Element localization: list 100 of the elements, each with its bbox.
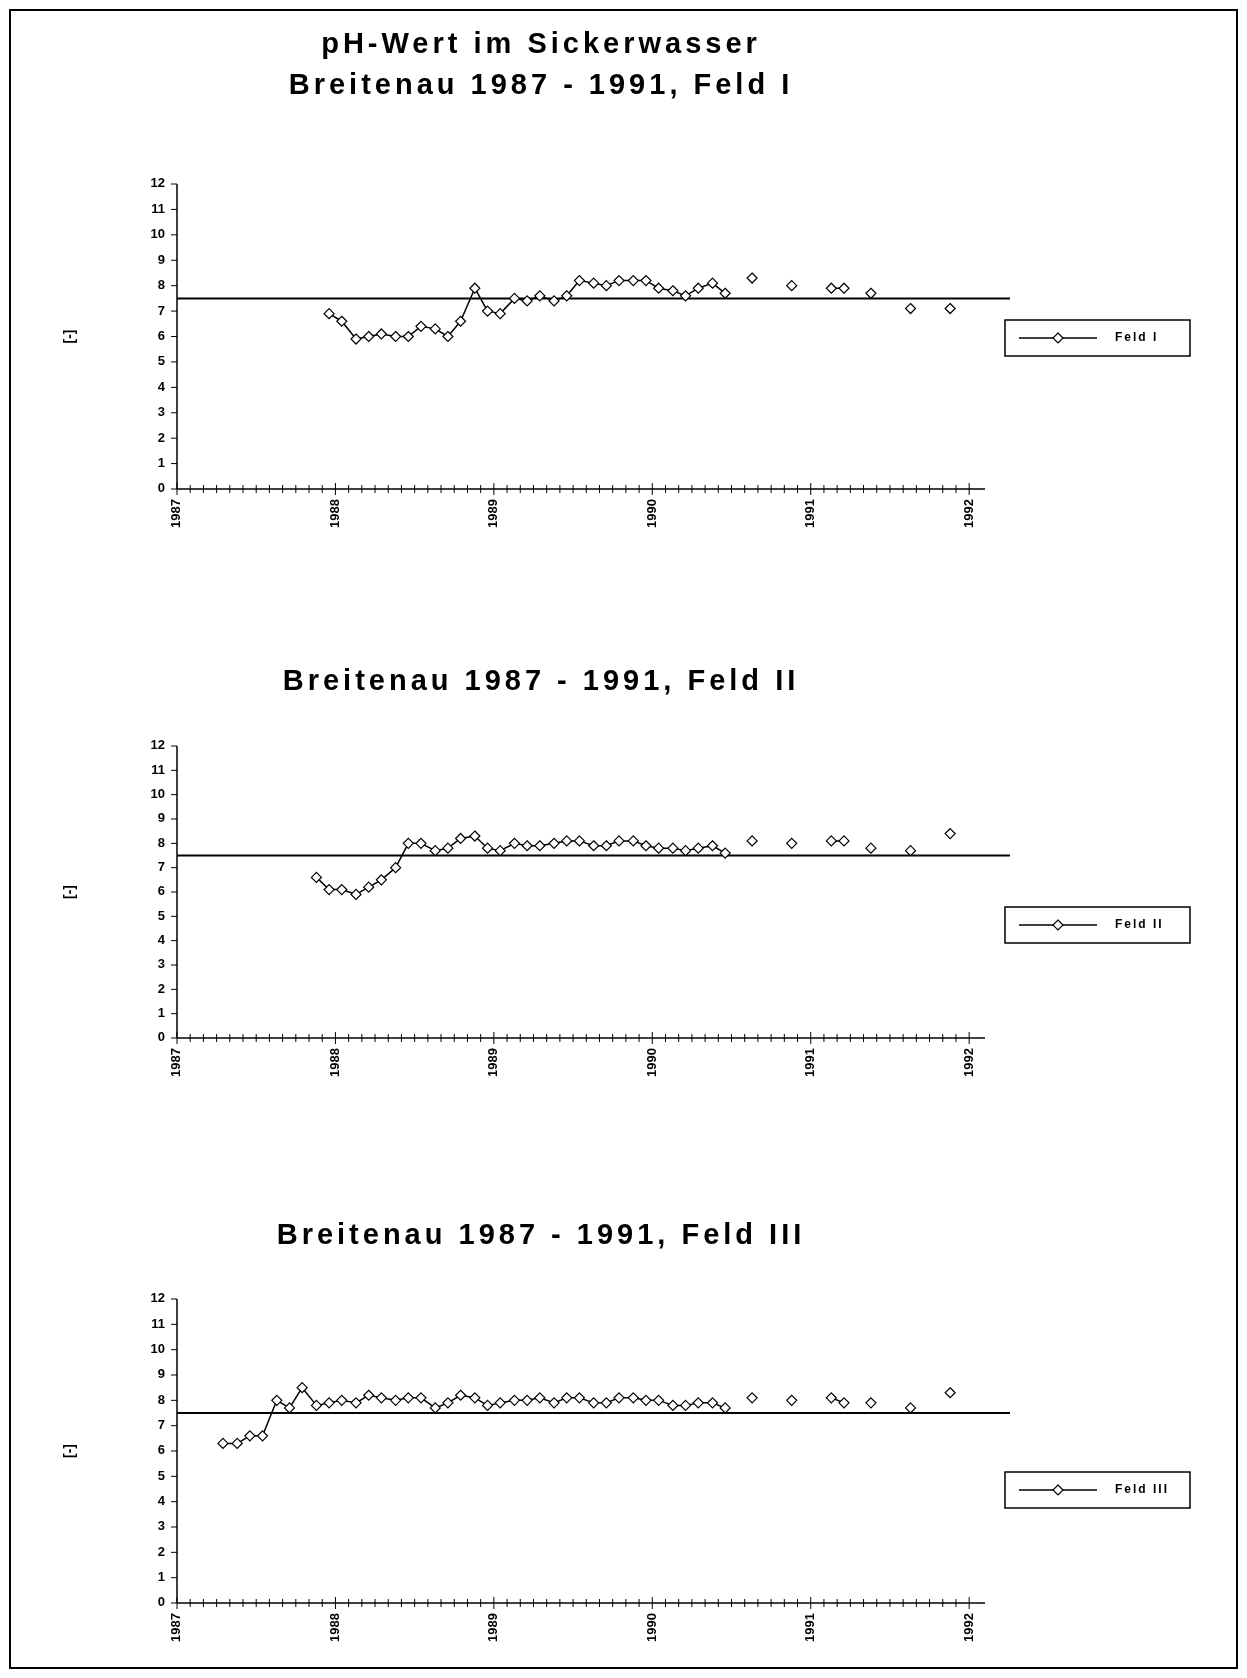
- y-axis-title: [-]: [60, 329, 77, 344]
- point: [679, 1399, 692, 1411]
- y-tick-label: 12: [150, 1290, 165, 1306]
- x-tick-label: 1987: [168, 499, 184, 528]
- y-tick-label: 0: [157, 1594, 165, 1610]
- point: [692, 1397, 704, 1409]
- point: [323, 883, 335, 896]
- x-tick-label: 1990: [643, 1048, 659, 1077]
- point: [692, 842, 704, 854]
- x-tick-label: 1989: [485, 499, 501, 528]
- point: [271, 1394, 283, 1406]
- point: [415, 1392, 427, 1404]
- point: [786, 837, 798, 849]
- point: [534, 290, 546, 302]
- point: [429, 323, 441, 335]
- point: [217, 1437, 229, 1449]
- point: [573, 274, 586, 287]
- point: [442, 1397, 454, 1409]
- y-tick-label: 2: [157, 1543, 165, 1559]
- y-tick-label: 7: [157, 1417, 165, 1433]
- y-tick-label: 4: [157, 932, 166, 948]
- point: [231, 1437, 243, 1449]
- y-axis-title: [-]: [60, 1444, 77, 1458]
- point: [442, 842, 454, 854]
- point: [706, 1397, 719, 1409]
- point: [481, 842, 494, 854]
- y-tick-label: 10: [150, 1341, 165, 1357]
- point: [310, 1399, 323, 1411]
- x-tick-label: 1991: [802, 1613, 818, 1642]
- point: [469, 282, 481, 294]
- x-tick-label: 1988: [326, 499, 342, 528]
- y-tick-label: 9: [157, 810, 165, 826]
- y-tick-label: 4: [157, 378, 166, 394]
- y-tick-label: 9: [157, 251, 165, 267]
- point: [746, 835, 758, 847]
- point: [402, 330, 414, 343]
- x-tick-label: 1991: [802, 1048, 818, 1077]
- point: [375, 1392, 387, 1404]
- point: [746, 1392, 758, 1404]
- point: [600, 1397, 612, 1409]
- y-tick-label: 1: [157, 455, 165, 471]
- point: [825, 1392, 837, 1404]
- point: [521, 840, 533, 852]
- y-tick-label: 11: [151, 1315, 165, 1331]
- chart-title: Breitenau 1987 - 1991, Feld II: [282, 664, 800, 696]
- point: [865, 1397, 877, 1409]
- point: [904, 302, 917, 315]
- point: [561, 835, 573, 847]
- point: [283, 1402, 296, 1414]
- x-tick-label: 1991: [802, 499, 818, 528]
- point: [429, 845, 441, 857]
- x-tick-label: 1990: [643, 1613, 659, 1642]
- point: [521, 1394, 533, 1406]
- point: [653, 282, 665, 294]
- point: [350, 1397, 362, 1409]
- point: [838, 835, 850, 847]
- y-axis-title: [-]: [60, 885, 77, 899]
- point: [679, 290, 692, 302]
- point: [494, 1397, 506, 1409]
- y-tick-label: 6: [157, 883, 165, 899]
- point: [350, 888, 362, 901]
- point: [561, 290, 573, 302]
- point: [296, 1382, 308, 1394]
- point: [363, 881, 375, 893]
- point: [786, 280, 798, 292]
- point: [415, 320, 427, 332]
- point: [508, 292, 521, 304]
- point: [481, 305, 494, 317]
- y-tick-label: 1: [157, 1569, 165, 1585]
- y-tick-label: 9: [157, 1366, 165, 1382]
- point: [613, 1392, 625, 1404]
- x-tick-label: 1989: [485, 1048, 501, 1077]
- x-tick-label: 1992: [960, 1613, 976, 1642]
- point: [904, 1402, 917, 1414]
- point: [865, 842, 877, 854]
- text: Feld I: [1115, 330, 1159, 345]
- point: [561, 1392, 573, 1404]
- point: [904, 845, 917, 857]
- point: [692, 282, 704, 294]
- point: [469, 1392, 481, 1404]
- point: [494, 845, 506, 857]
- y-tick-label: 10: [150, 226, 165, 242]
- y-tick-label: 5: [157, 907, 165, 923]
- point: [944, 302, 956, 315]
- point: [336, 1394, 348, 1406]
- point: [746, 272, 758, 284]
- point: [613, 274, 625, 287]
- point: [548, 295, 560, 307]
- point: [508, 1394, 521, 1406]
- point: [653, 842, 665, 854]
- x-tick-label: 1990: [643, 499, 659, 528]
- point: [323, 308, 335, 320]
- point: [600, 840, 612, 852]
- y-tick-label: 11: [151, 200, 165, 216]
- point: [429, 1402, 441, 1414]
- point: [825, 835, 837, 847]
- point: [244, 1430, 256, 1442]
- point: [390, 330, 402, 343]
- point: [719, 847, 731, 859]
- x-tick-label: 1992: [960, 1048, 976, 1077]
